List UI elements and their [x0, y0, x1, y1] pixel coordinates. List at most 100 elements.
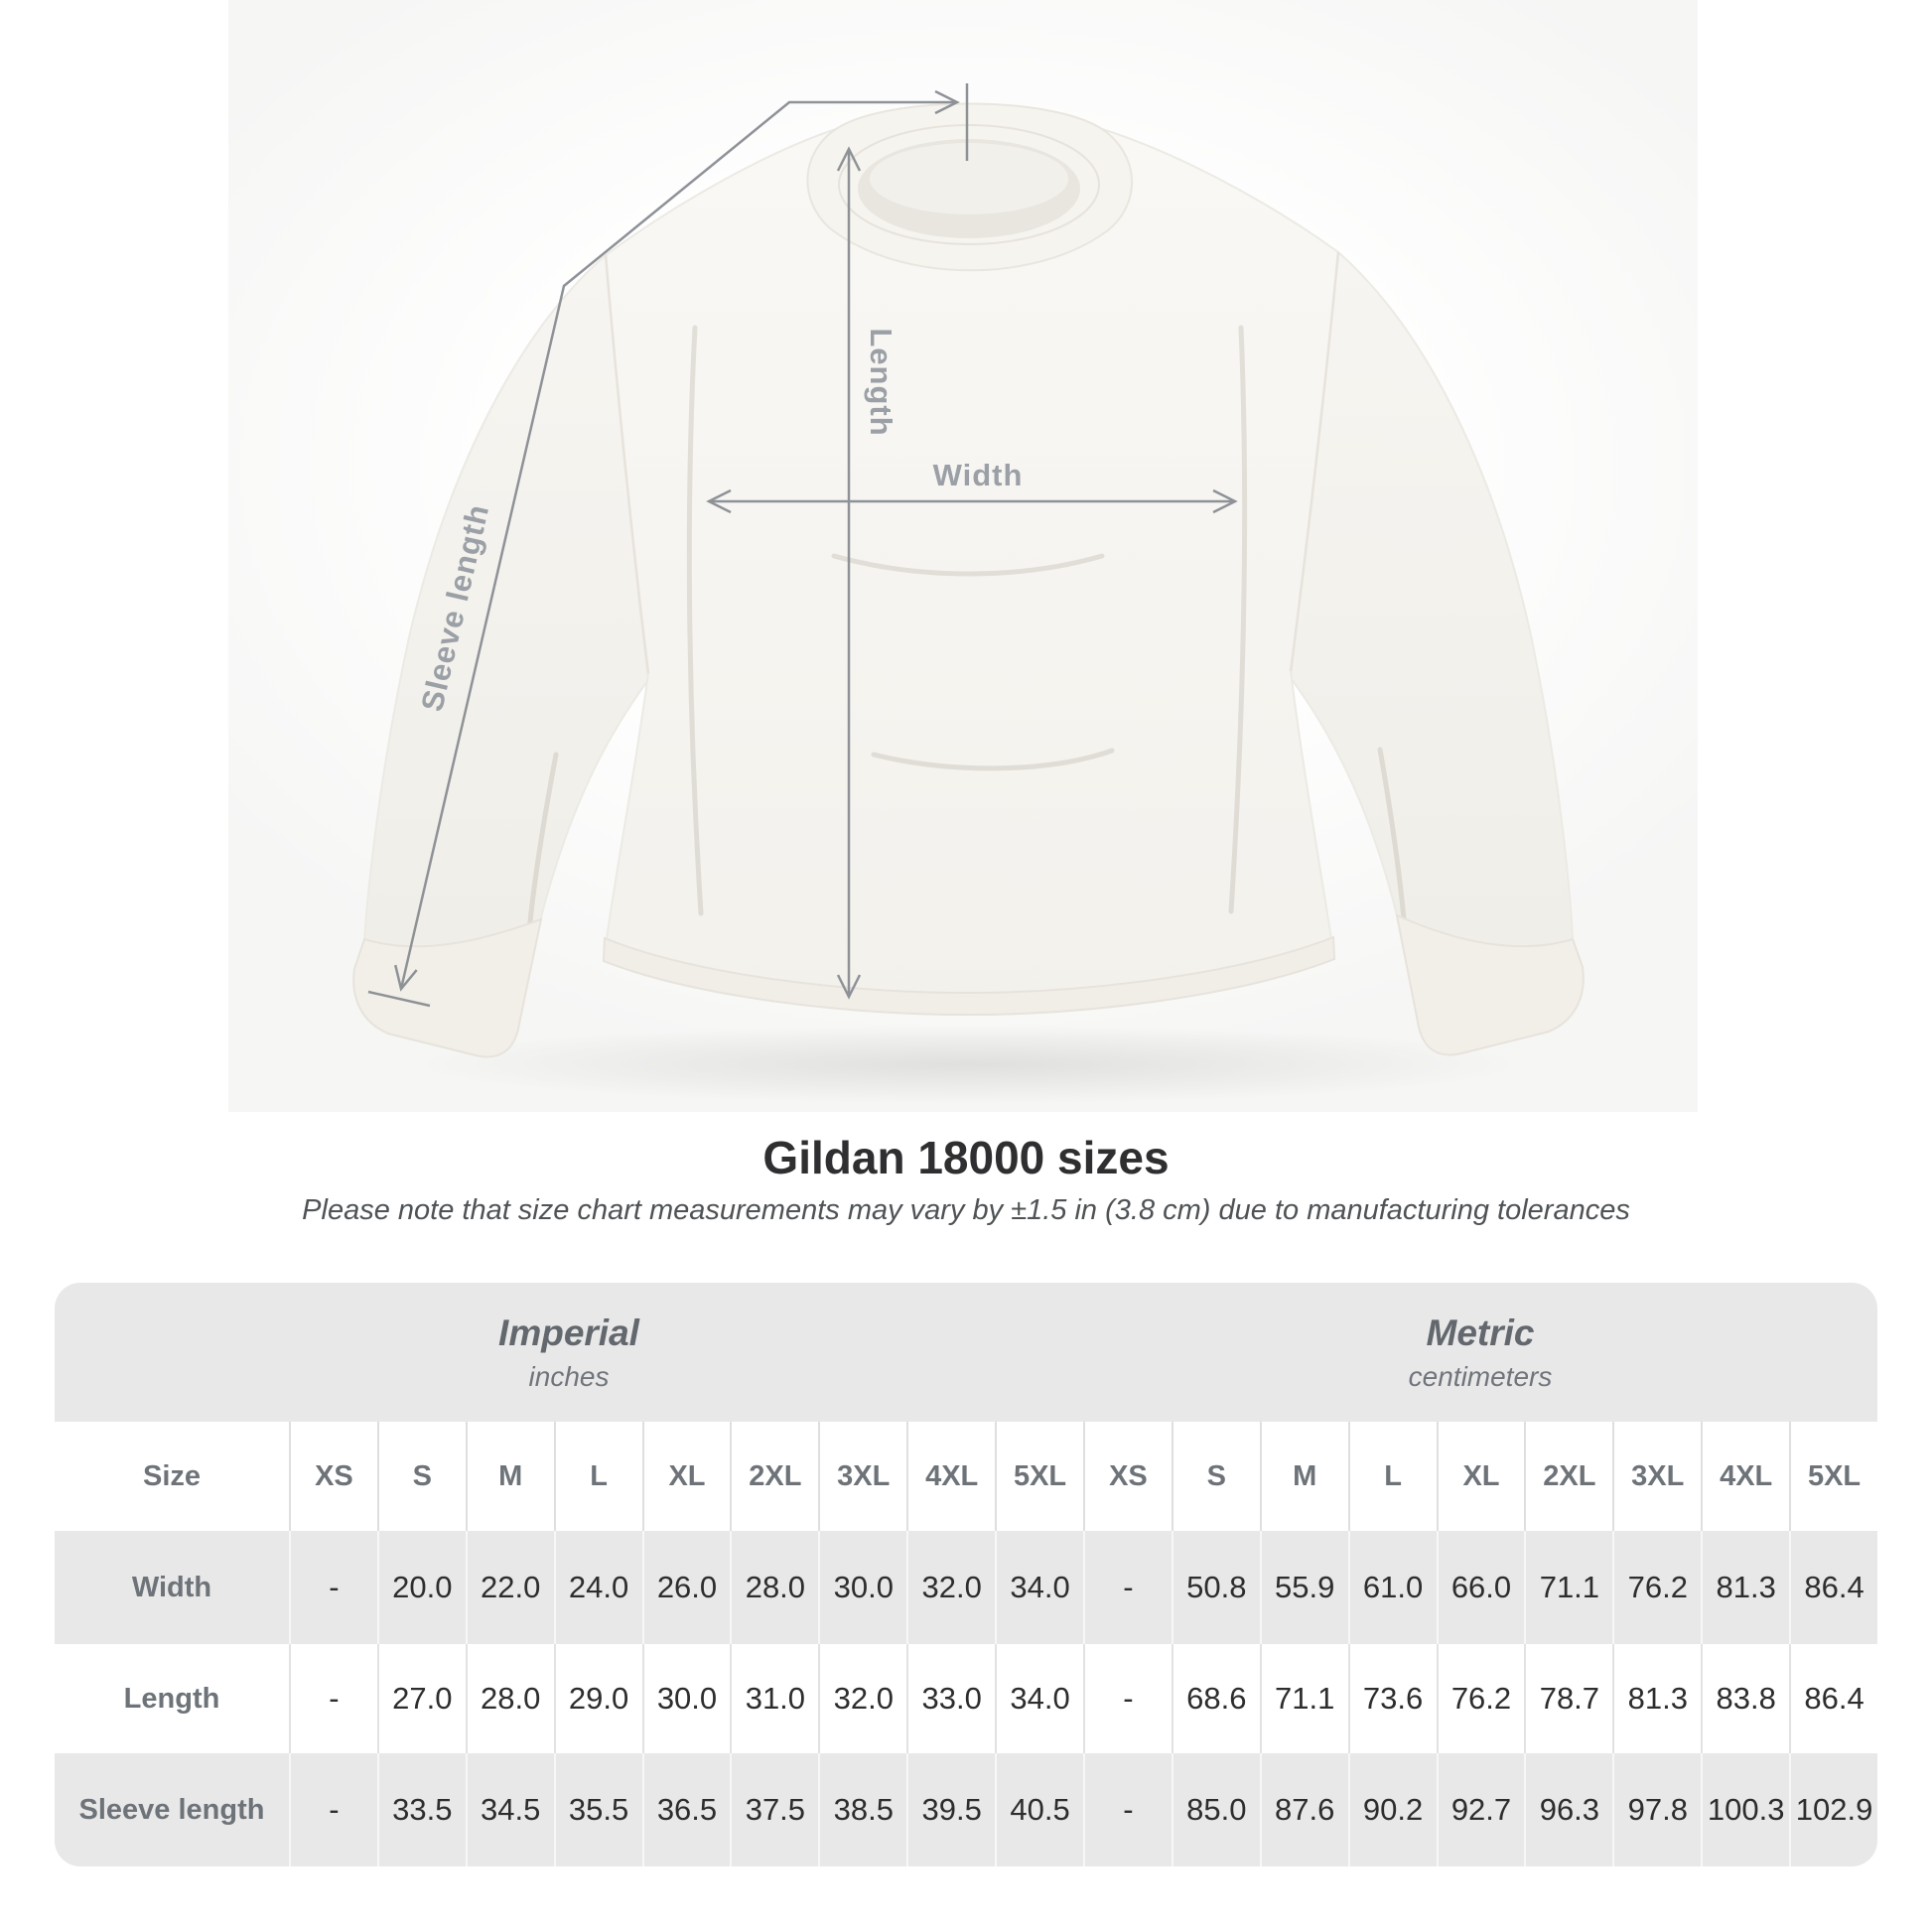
- width-metric-xs: -: [1082, 1531, 1172, 1644]
- table-row-length: Length - 27.0 28.0 29.0 30.0 31.0 32.0 3…: [55, 1644, 1877, 1753]
- sleeve-imperial-3xl: 38.5: [818, 1753, 906, 1866]
- sleeve-imperial-5xl: 40.5: [995, 1753, 1083, 1866]
- size-header-imperial-xl: XL: [641, 1422, 731, 1531]
- length-imperial-l: 29.0: [553, 1644, 642, 1753]
- size-header-imperial-xs: XS: [289, 1422, 377, 1531]
- length-metric-m: 71.1: [1259, 1644, 1348, 1753]
- length-metric-l: 73.6: [1347, 1644, 1437, 1753]
- size-header-metric-l: L: [1347, 1422, 1437, 1531]
- collar: [806, 102, 1133, 272]
- length-metric-3xl: 81.3: [1612, 1644, 1701, 1753]
- sleeve-metric-s: 85.0: [1171, 1753, 1260, 1866]
- sleeve-metric-4xl: 100.3: [1701, 1753, 1789, 1866]
- sleeve-metric-m: 87.6: [1259, 1753, 1348, 1866]
- sleeve-metric-xs: -: [1082, 1753, 1172, 1866]
- size-header-imperial-m: M: [465, 1422, 554, 1531]
- width-metric-s: 50.8: [1171, 1531, 1260, 1644]
- width-imperial-5xl: 34.0: [995, 1531, 1083, 1644]
- length-measure-label: Length: [864, 328, 898, 436]
- metric-group-header: Metric centimeters: [1083, 1283, 1877, 1422]
- width-imperial-2xl: 28.0: [730, 1531, 818, 1644]
- sleeve-measure-line: [394, 89, 960, 992]
- size-header-imperial-3xl: 3XL: [818, 1422, 906, 1531]
- sweatshirt-illustration: Width Length Sleeve length: [352, 83, 1585, 1104]
- tolerance-note: Please note that size chart measurements…: [302, 1194, 1630, 1226]
- sleeve-metric-xl: 92.7: [1436, 1753, 1525, 1866]
- size-header-imperial-s: S: [376, 1422, 466, 1531]
- garment-shadow: [412, 1025, 1524, 1104]
- metric-label: Metric: [1426, 1311, 1535, 1353]
- size-header-imperial-5xl: 5XL: [995, 1422, 1083, 1531]
- sleeve-metric-2xl: 96.3: [1524, 1753, 1612, 1866]
- length-imperial-m: 28.0: [465, 1644, 554, 1753]
- length-metric-xs: -: [1082, 1644, 1172, 1753]
- sleeve-imperial-s: 33.5: [376, 1753, 466, 1866]
- length-imperial-xl: 30.0: [641, 1644, 731, 1753]
- length-imperial-3xl: 32.0: [818, 1644, 906, 1753]
- sleeve-imperial-4xl: 39.5: [906, 1753, 995, 1866]
- size-header-row: Size XS S M L XL 2XL 3XL 4XL 5XL XS S M …: [55, 1422, 1877, 1531]
- size-header-metric-s: S: [1171, 1422, 1260, 1531]
- size-table: Imperial inches Metric centimeters Size …: [55, 1283, 1877, 1866]
- sleeve-imperial-xs: -: [289, 1753, 377, 1866]
- table-row-width: Width - 20.0 22.0 24.0 26.0 28.0 30.0 32…: [55, 1531, 1877, 1644]
- size-header-metric-3xl: 3XL: [1612, 1422, 1701, 1531]
- sleeve-metric-3xl: 97.8: [1612, 1753, 1701, 1866]
- size-header-imperial-4xl: 4XL: [906, 1422, 995, 1531]
- size-header-metric-2xl: 2XL: [1524, 1422, 1612, 1531]
- unit-group-header-row: Imperial inches Metric centimeters: [55, 1283, 1877, 1422]
- table-row-sleeve-length: Sleeve length - 33.5 34.5 35.5 36.5 37.5…: [55, 1753, 1877, 1866]
- measurement-lines: [367, 83, 1238, 1008]
- title-block: Gildan 18000 sizes Please note that size…: [0, 1132, 1932, 1227]
- width-imperial-m: 22.0: [465, 1531, 554, 1644]
- width-measure-label: Width: [933, 458, 1024, 492]
- sleeve-imperial-l: 35.5: [553, 1753, 642, 1866]
- size-header-metric-m: M: [1259, 1422, 1348, 1531]
- imperial-label: Imperial: [498, 1311, 639, 1353]
- metric-unit: centimeters: [1408, 1360, 1553, 1392]
- length-imperial-xs: -: [289, 1644, 377, 1753]
- width-imperial-s: 20.0: [376, 1531, 466, 1644]
- imperial-group-header: Imperial inches: [55, 1283, 1083, 1422]
- width-metric-xl: 66.0: [1436, 1531, 1525, 1644]
- sleeve-metric-l: 90.2: [1347, 1753, 1437, 1866]
- row-label: Length: [123, 1682, 220, 1715]
- width-metric-2xl: 71.1: [1524, 1531, 1612, 1644]
- sleeve-metric-5xl: 102.9: [1789, 1753, 1877, 1866]
- size-column-header: Size: [142, 1459, 202, 1492]
- width-metric-l: 61.0: [1347, 1531, 1437, 1644]
- length-imperial-s: 27.0: [376, 1644, 466, 1753]
- length-imperial-5xl: 34.0: [995, 1644, 1083, 1753]
- length-metric-s: 68.6: [1171, 1644, 1260, 1753]
- sleeve-imperial-2xl: 37.5: [730, 1753, 818, 1866]
- sleeve-imperial-xl: 36.5: [641, 1753, 731, 1866]
- size-header-metric-5xl: 5XL: [1789, 1422, 1877, 1531]
- page-title: Gildan 18000 sizes: [762, 1132, 1170, 1183]
- length-metric-5xl: 86.4: [1789, 1644, 1877, 1753]
- width-metric-4xl: 81.3: [1701, 1531, 1789, 1644]
- cuff-end-tick: [367, 990, 431, 1008]
- width-imperial-xs: -: [289, 1531, 377, 1644]
- length-imperial-4xl: 33.0: [906, 1644, 995, 1753]
- size-header-imperial-l: L: [553, 1422, 642, 1531]
- width-imperial-3xl: 30.0: [818, 1531, 906, 1644]
- width-metric-3xl: 76.2: [1612, 1531, 1701, 1644]
- length-metric-xl: 76.2: [1436, 1644, 1525, 1753]
- length-metric-2xl: 78.7: [1524, 1644, 1612, 1753]
- width-imperial-4xl: 32.0: [906, 1531, 995, 1644]
- size-header-metric-xs: XS: [1082, 1422, 1172, 1531]
- size-header-metric-xl: XL: [1436, 1422, 1525, 1531]
- imperial-unit: inches: [528, 1360, 610, 1392]
- length-metric-4xl: 83.8: [1701, 1644, 1789, 1753]
- row-label: Sleeve length: [78, 1793, 265, 1826]
- sleeve-imperial-m: 34.5: [465, 1753, 554, 1866]
- width-imperial-l: 24.0: [553, 1531, 642, 1644]
- length-imperial-2xl: 31.0: [730, 1644, 818, 1753]
- width-metric-5xl: 86.4: [1789, 1531, 1877, 1644]
- size-header-metric-4xl: 4XL: [1701, 1422, 1789, 1531]
- width-metric-m: 55.9: [1259, 1531, 1348, 1644]
- width-imperial-xl: 26.0: [641, 1531, 731, 1644]
- row-label: Width: [131, 1571, 212, 1603]
- size-header-imperial-2xl: 2XL: [730, 1422, 818, 1531]
